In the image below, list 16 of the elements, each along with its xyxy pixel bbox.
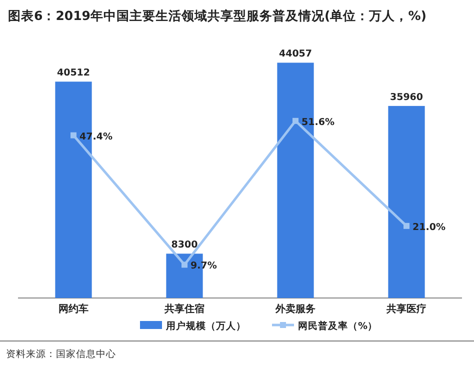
chart-title: 图表6：2019年中国主要生活领域共享型服务普及情况(单位：万人，%): [8, 8, 426, 23]
point: [292, 118, 298, 124]
x-tick-label: 共享医疗: [386, 303, 426, 315]
data-label: 8300: [171, 240, 198, 251]
point: [404, 222, 410, 229]
data-label: 44057: [278, 48, 312, 60]
x-tick-label: 共享住宿: [164, 303, 204, 315]
data-label: 40512: [56, 68, 90, 79]
legend-label: 网民普及率（%）: [298, 320, 378, 332]
x-tick-label: 网约车: [58, 303, 88, 315]
data-label: 35960: [390, 92, 424, 103]
text: 资料来源：国家信息中心: [6, 348, 116, 360]
x-tick-label: 外卖服务: [274, 303, 316, 315]
legend-label: 用户规模（万人）: [165, 320, 246, 332]
point: [182, 262, 188, 268]
point: [70, 132, 76, 138]
